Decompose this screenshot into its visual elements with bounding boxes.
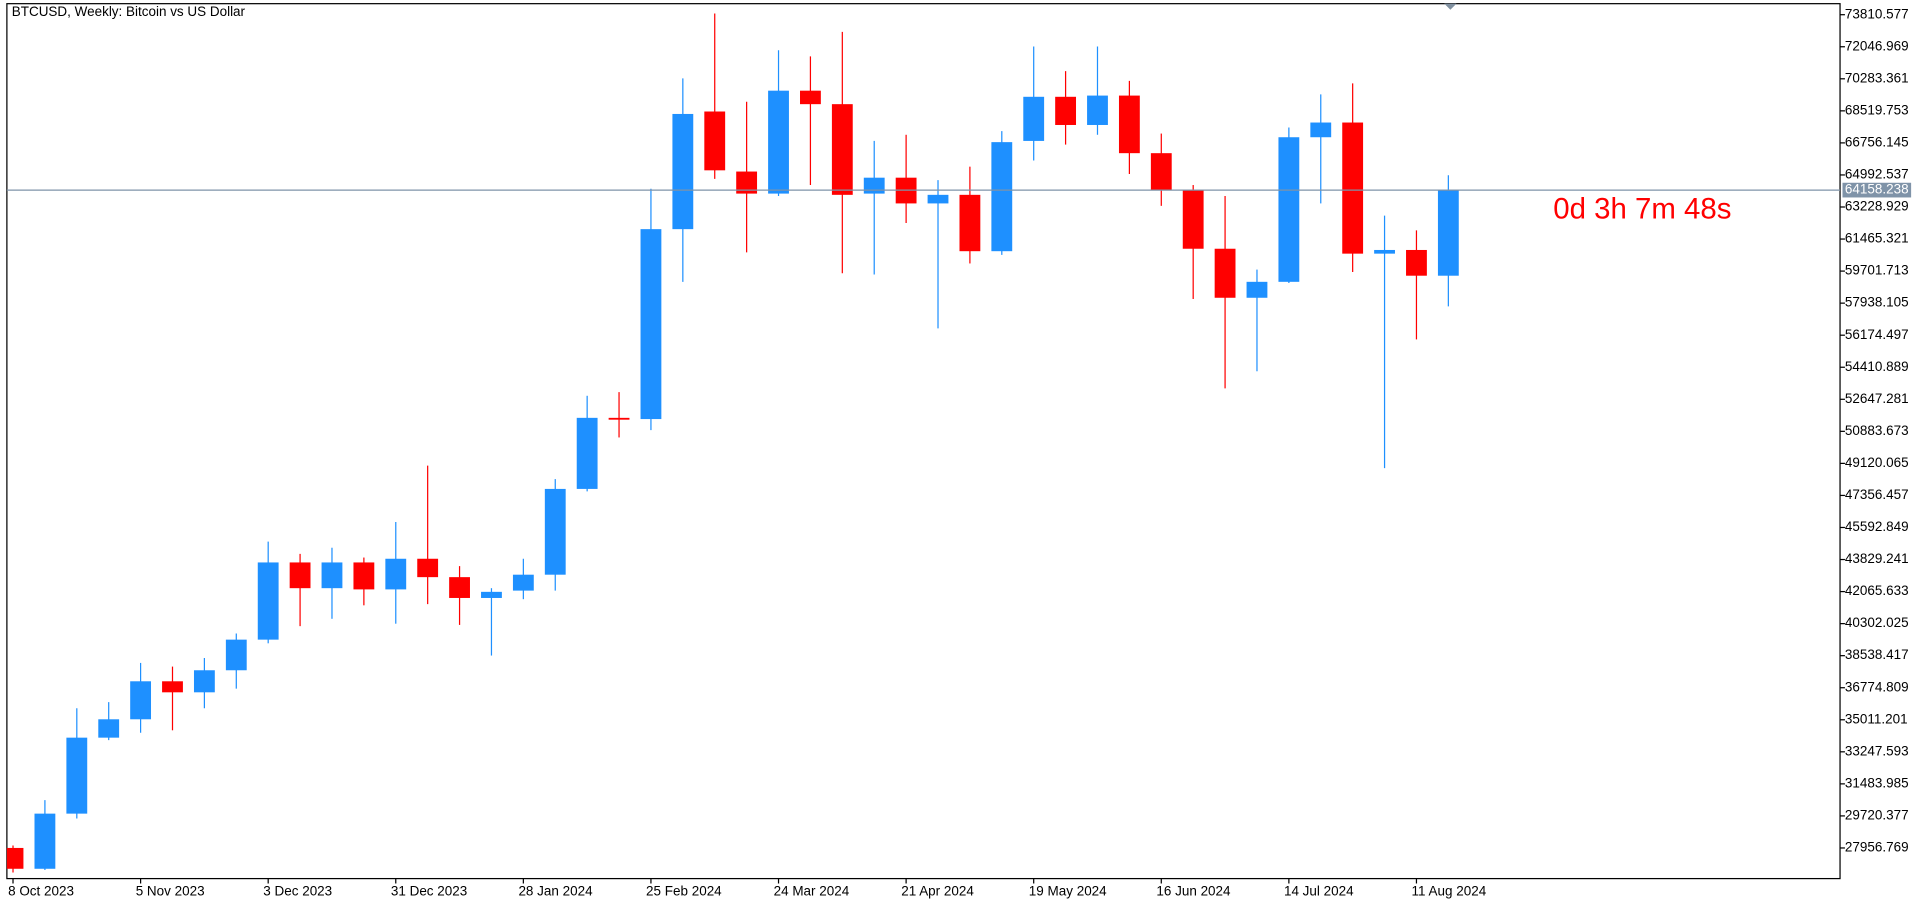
candle-body	[1406, 249, 1427, 276]
y-tick-label: 72046.969	[1845, 38, 1909, 53]
candle-body	[863, 177, 885, 194]
current-price-label: 64158.238	[1845, 182, 1909, 197]
candle-body	[353, 562, 375, 590]
candle-body	[768, 90, 789, 194]
background	[3, 0, 1915, 908]
y-tick-label: 66756.145	[1845, 134, 1909, 149]
y-tick-label: 70283.361	[1845, 70, 1909, 85]
y-tick-label: 63228.929	[1845, 199, 1909, 214]
candle-body	[1118, 95, 1140, 154]
candle-body	[736, 171, 758, 194]
y-tick-label: 33247.593	[1845, 743, 1909, 758]
candle-body	[1342, 122, 1364, 254]
y-tick-label: 61465.321	[1845, 231, 1909, 246]
period-marker	[1444, 3, 1457, 10]
candle-body	[1055, 96, 1077, 125]
y-tick-label: 38538.417	[1845, 647, 1909, 662]
x-tick-label: 14 Jul 2024	[1284, 884, 1354, 899]
candle-body	[831, 104, 853, 195]
y-tick-label: 49120.065	[1845, 455, 1909, 470]
candle-body	[512, 574, 534, 591]
candle-body	[225, 639, 247, 671]
y-tick-label: 36774.809	[1845, 679, 1909, 694]
y-tick-label: 29720.377	[1845, 807, 1909, 822]
y-tick-label: 50883.673	[1845, 423, 1909, 438]
y-tick-label: 64992.537	[1845, 167, 1909, 182]
candle-body	[608, 417, 630, 420]
candle-body	[959, 194, 981, 252]
candle-body	[672, 113, 694, 230]
y-tick-label: 59701.713	[1845, 263, 1909, 278]
candle-body	[1374, 249, 1395, 254]
candle-body	[800, 90, 821, 105]
candle-body	[1182, 189, 1204, 249]
x-tick-label: 8 Oct 2023	[8, 884, 74, 899]
x-tick-label: 24 Mar 2024	[774, 884, 850, 899]
candle-body	[576, 417, 598, 489]
y-tick-label: 40302.025	[1845, 615, 1909, 630]
y-tick-label: 43829.241	[1845, 551, 1909, 566]
y-tick-label: 42065.633	[1845, 583, 1909, 598]
candle-body	[385, 558, 407, 590]
x-tick-label: 11 Aug 2024	[1412, 884, 1487, 899]
y-tick-label: 47356.457	[1845, 487, 1909, 502]
candle-body	[321, 562, 343, 589]
candle-body	[417, 558, 439, 578]
candle-body	[1087, 95, 1108, 125]
candle-body	[1214, 248, 1236, 298]
candle-body	[6, 847, 24, 869]
candle-body	[289, 562, 311, 589]
candle-body	[640, 229, 662, 420]
chart-title: BTCUSD, Weekly: Bitcoin vs US Dollar	[12, 4, 246, 19]
y-tick-label: 35011.201	[1845, 711, 1908, 726]
x-tick-label: 5 Nov 2023	[136, 884, 205, 899]
x-tick-label: 16 Jun 2024	[1156, 884, 1231, 899]
x-tick-label: 25 Feb 2024	[646, 884, 722, 899]
candle-body	[1023, 96, 1045, 141]
candle-body	[1310, 122, 1332, 138]
candle-body	[544, 488, 566, 575]
candle-body	[1246, 281, 1268, 298]
y-tick-label: 68519.753	[1845, 102, 1909, 117]
x-tick-label: 19 May 2024	[1029, 884, 1107, 899]
plot-frame	[6, 3, 1841, 880]
countdown: 0d 3h 7m 48s	[1553, 193, 1731, 226]
candle-body	[34, 813, 56, 869]
y-tick-label: 73810.577	[1845, 6, 1909, 21]
candle-body	[481, 591, 502, 598]
y-tick-label: 57938.105	[1845, 295, 1909, 310]
candles	[6, 13, 1459, 873]
candle-body	[991, 142, 1013, 252]
y-tick-label: 31483.985	[1845, 775, 1909, 790]
y-tick-label: 54410.889	[1845, 359, 1909, 374]
x-tick-label: 28 Jan 2024	[518, 884, 593, 899]
candle-body	[130, 681, 152, 720]
candle-body	[162, 681, 183, 693]
x-tick-label: 3 Dec 2023	[263, 884, 332, 899]
candle-body	[257, 562, 279, 640]
y-tick-label: 45592.849	[1845, 519, 1909, 534]
candle-body	[449, 577, 470, 598]
candle-body	[1150, 153, 1172, 190]
candle-body	[193, 670, 215, 693]
candle-body	[1278, 137, 1300, 282]
y-tick-label: 27956.769	[1845, 840, 1909, 855]
candle-body	[704, 111, 726, 171]
candle-body	[927, 194, 949, 204]
candle-body	[98, 719, 120, 738]
candle-body	[66, 737, 88, 814]
y-tick-label: 56174.497	[1845, 327, 1909, 342]
current-price-box	[1842, 182, 1912, 198]
y-tick-label: 52647.281	[1845, 391, 1909, 406]
x-tick-label: 21 Apr 2024	[901, 884, 974, 899]
candle-body	[1437, 190, 1459, 276]
x-tick-label: 31 Dec 2023	[391, 884, 467, 899]
